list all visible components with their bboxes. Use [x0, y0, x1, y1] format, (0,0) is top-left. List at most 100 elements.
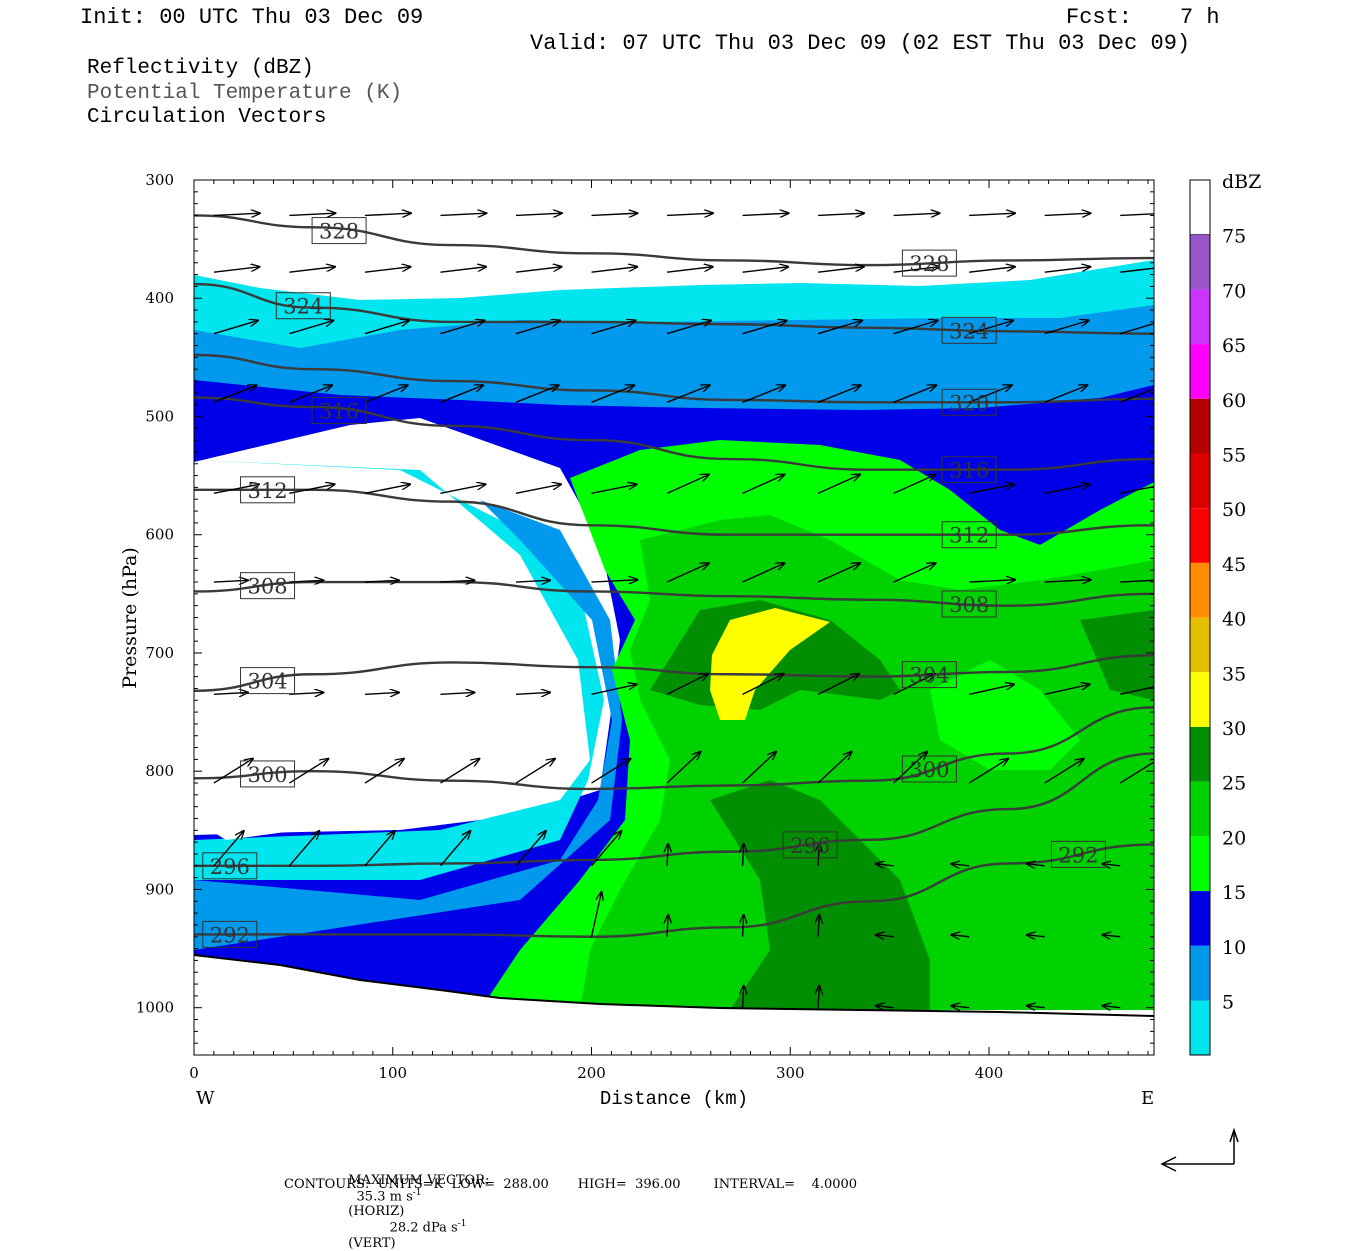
- circulation-vector: [364, 831, 395, 867]
- circulation-vector: [893, 385, 937, 403]
- circulation-vector: [289, 213, 335, 215]
- circulation-vector: [951, 935, 970, 937]
- circulation-vector: [289, 580, 323, 582]
- theta-label-box: [311, 217, 367, 245]
- circulation-vector: [213, 580, 248, 582]
- circulation-vector: [591, 484, 637, 495]
- reference-vector-icon: [1160, 1127, 1239, 1172]
- y-tick-label-1000: 1000: [136, 999, 174, 1017]
- colorbar-unit: dBZ: [1222, 171, 1261, 193]
- circulation-vector: [591, 385, 635, 403]
- circulation-vector: [667, 844, 668, 866]
- circulation-vector: [742, 385, 786, 403]
- circulation-vector: [289, 267, 335, 273]
- circulation-vector: [1044, 759, 1084, 784]
- circulation-vector: [515, 385, 559, 403]
- theta-label-296: 296: [210, 855, 250, 879]
- colorbar-label-25: 25: [1222, 773, 1246, 795]
- circulation-vector: [817, 320, 862, 335]
- refl-30dbz-c: [710, 780, 930, 1010]
- forecast-label: Fcst:: [1066, 5, 1133, 30]
- circulation-vector: [667, 915, 668, 937]
- theta-label-316: 316: [319, 400, 359, 424]
- circulation-vector: [1027, 1006, 1045, 1008]
- circulation-vector: [440, 580, 474, 582]
- max-vector-vert: 28.2 dPa s: [389, 1220, 458, 1236]
- circulation-vector: [289, 692, 323, 694]
- field-potential-temperature: Potential Temperature (K): [87, 82, 403, 105]
- circulation-vector: [515, 320, 560, 335]
- circulation-vector: [818, 915, 819, 937]
- circulation-vector: [1027, 935, 1045, 937]
- circulation-vector: [1102, 935, 1121, 937]
- circulation-vector: [515, 267, 562, 273]
- circulation-vector: [1027, 864, 1045, 866]
- theta-label-300: 300: [909, 758, 949, 782]
- refl-clear-core: [194, 492, 578, 840]
- circulation-vector: [440, 213, 486, 215]
- circulation-vector: [288, 831, 319, 867]
- theta-label-308: 308: [949, 593, 989, 617]
- circulation-vector: [364, 320, 409, 335]
- circulation-vector: [440, 759, 479, 784]
- y-tick-label-900: 900: [145, 880, 174, 898]
- circulation-vector: [439, 831, 470, 867]
- colorbar-swatch: [1190, 672, 1210, 727]
- circulation-vector: [951, 864, 970, 866]
- colorbar-swatch: [1190, 836, 1210, 892]
- theta-contour-300: [194, 706, 1154, 791]
- circulation-vector: [666, 674, 708, 695]
- colorbar-label-5: 5: [1222, 992, 1234, 1014]
- colorbar-label-50: 50: [1222, 499, 1246, 521]
- circulation-vector: [818, 844, 819, 866]
- theta-label-box: [275, 292, 331, 320]
- colorbar-label-40: 40: [1222, 609, 1246, 631]
- axes: 300 400 500 600 700 800 900 1000 0 100 200 300 400: [136, 171, 1154, 1082]
- theta-label-308: 308: [247, 575, 287, 599]
- theta-label-box: [901, 249, 957, 277]
- circulation-vector: [440, 692, 474, 694]
- x-tick-label-300: 300: [776, 1064, 805, 1082]
- circulation-vector: [364, 692, 399, 694]
- circulation-vector: [213, 759, 253, 784]
- theta-label-328: 328: [909, 252, 949, 276]
- circulation-vector: [591, 213, 638, 215]
- theta-label-328: 328: [319, 220, 359, 244]
- circulation-vector: [876, 935, 894, 937]
- circulation-vector: [743, 844, 744, 866]
- max-vector-line: MAXIMUM VECTOR: 35.3 m s-1 (HORIZ) 28.2 …: [340, 1158, 489, 1251]
- colorbar-swatch: [1190, 945, 1210, 1001]
- circulation-vector: [1120, 322, 1154, 335]
- x-end-west: W: [196, 1088, 215, 1109]
- theta-label-box: [240, 760, 296, 788]
- colorbar-swatch: [1190, 398, 1210, 454]
- circulation-vector: [1044, 267, 1091, 273]
- theta-contour-304: [194, 654, 1154, 693]
- circulation-vector: [1120, 213, 1154, 217]
- circulation-vector: [1120, 485, 1154, 495]
- colorbar-frame: [1189, 179, 1211, 1056]
- colorbar-swatch: [1190, 781, 1210, 837]
- theta-label-box: [782, 831, 838, 859]
- terrain-surface-line: [193, 954, 1155, 1017]
- circulation-vector: [515, 580, 550, 582]
- theta-label-292: 292: [1058, 843, 1098, 867]
- y-tick-label-400: 400: [145, 289, 174, 307]
- circulation-vector: [591, 759, 631, 784]
- circulation-vector: [969, 580, 1015, 582]
- circulation-vector: [743, 915, 744, 937]
- circulation-vector: [742, 563, 785, 583]
- theta-label-box: [941, 316, 997, 344]
- circulation-vector: [515, 759, 555, 784]
- circulation-vector: [213, 831, 244, 867]
- field-reflectivity: Reflectivity (dBZ): [87, 57, 314, 80]
- circulation-vector: [742, 474, 785, 494]
- circulation-vector: [440, 320, 484, 335]
- theta-label-296: 296: [790, 834, 830, 858]
- circulation-vector: [440, 267, 486, 273]
- circulation-vector: [1044, 213, 1091, 215]
- circulation-vector: [590, 831, 622, 867]
- circulation-vector: [364, 759, 404, 784]
- colorbar-swatch: [1190, 891, 1210, 946]
- circulation-vector: [742, 674, 784, 695]
